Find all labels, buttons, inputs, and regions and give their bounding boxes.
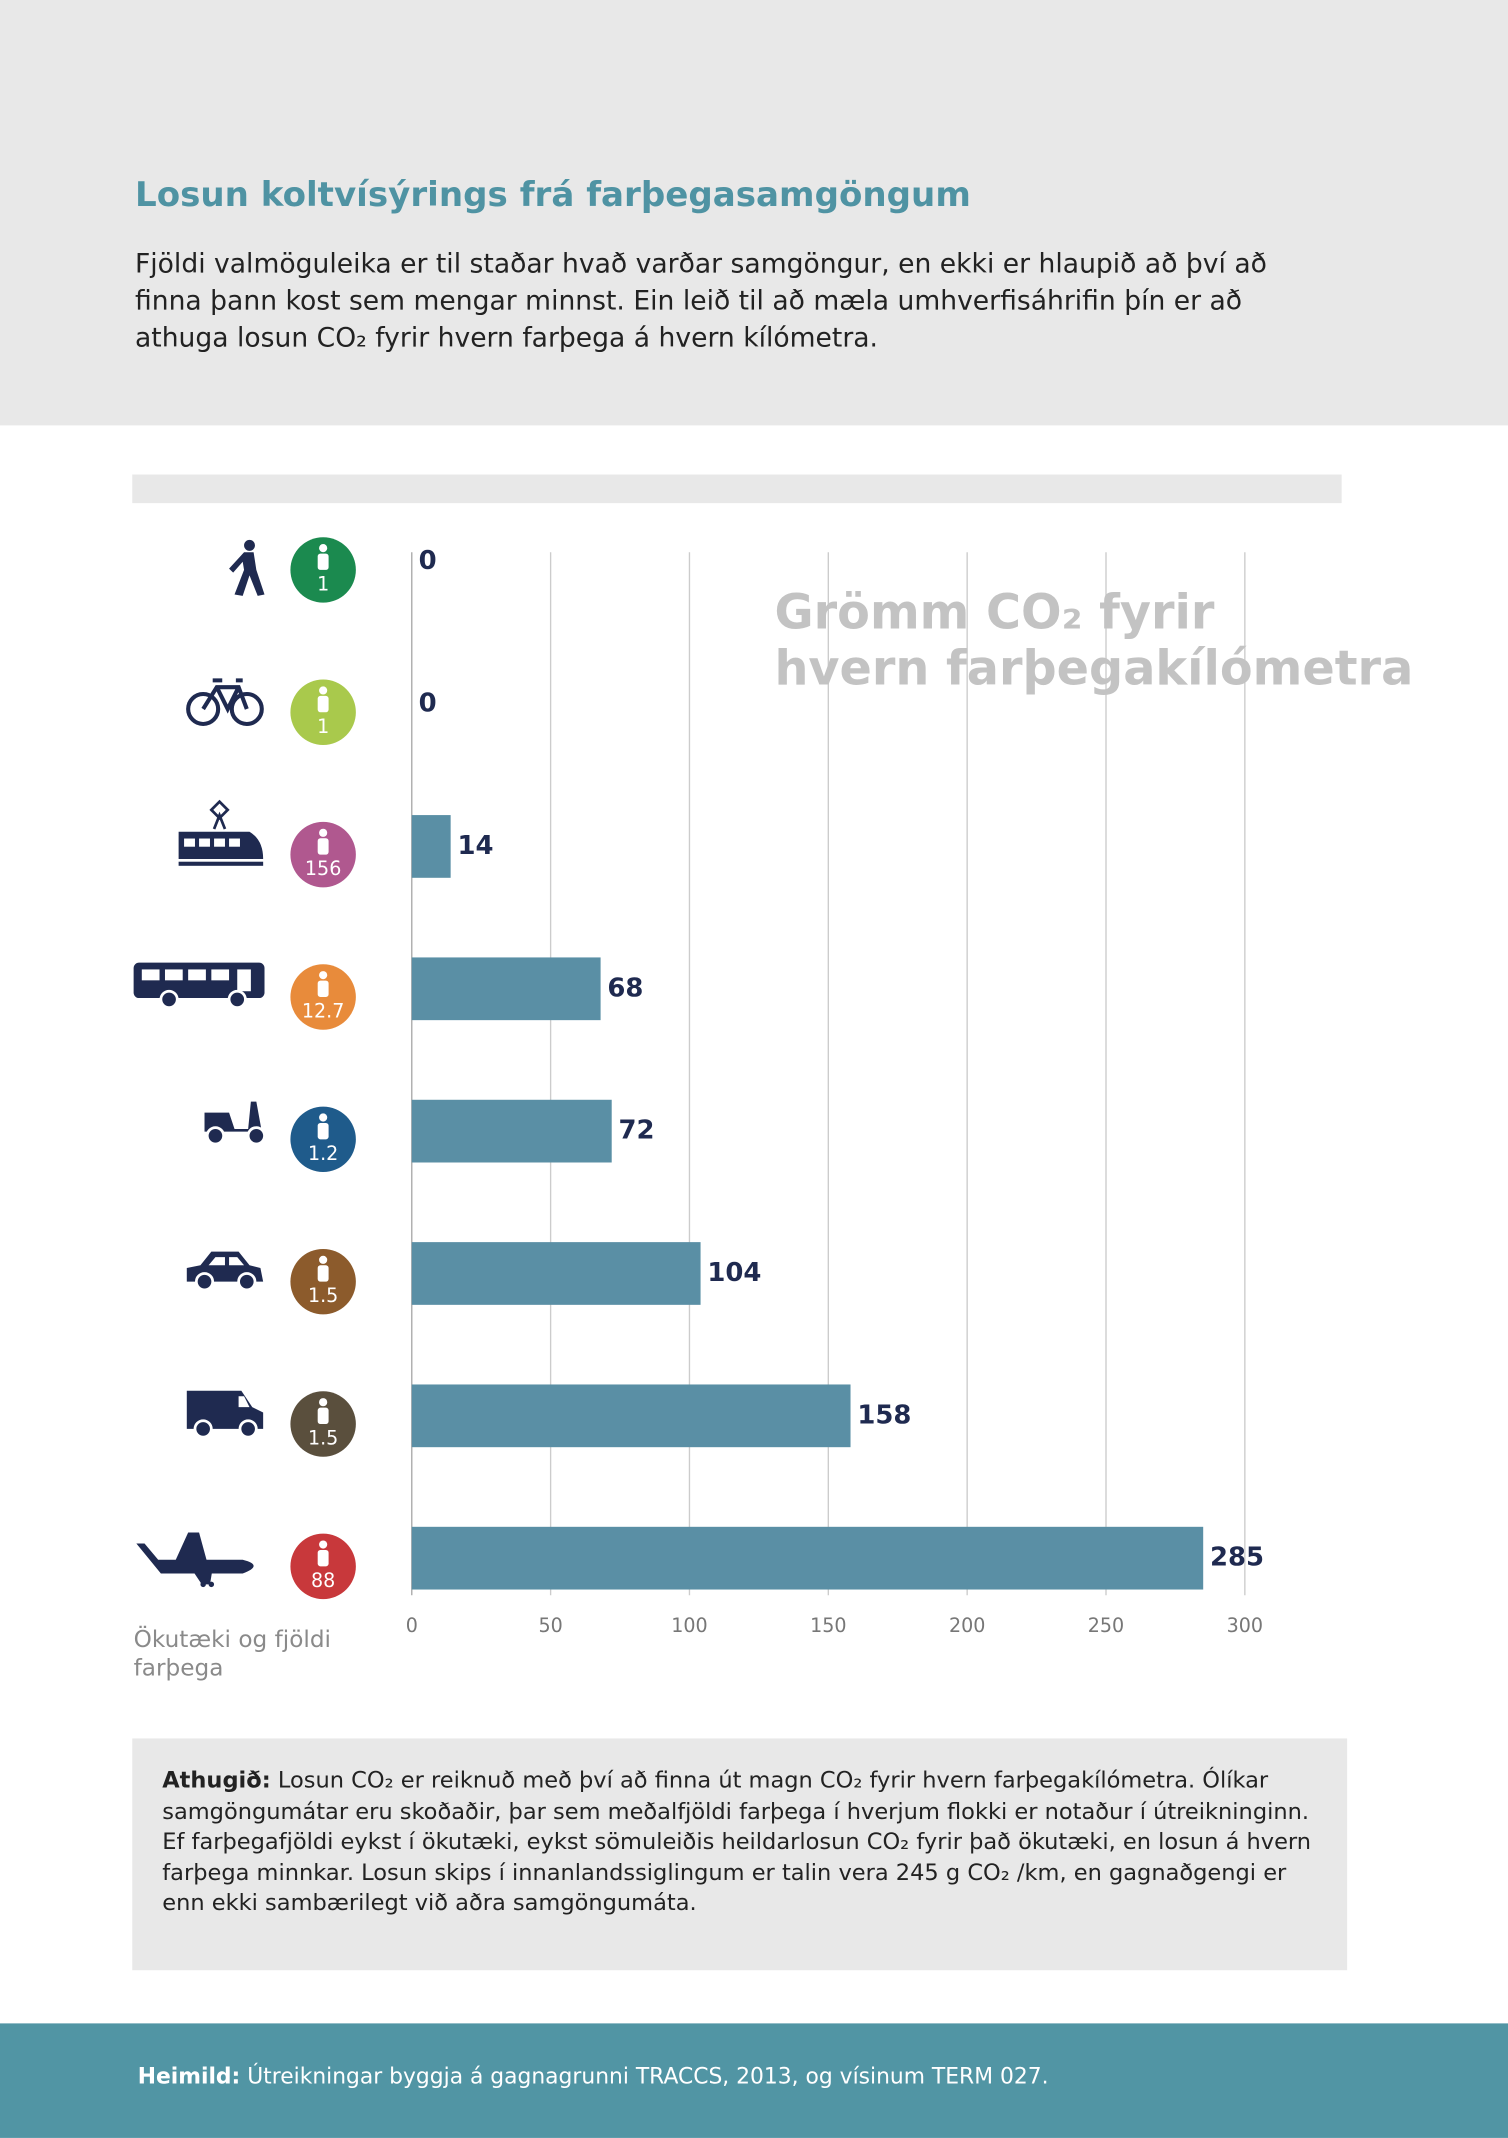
- footer-band: [0, 2023, 1508, 2138]
- annotation: Grömm CO₂ fyrir hvern farþegakílómetra: [774, 586, 1413, 698]
- bike-icon: [186, 678, 264, 727]
- person-icon: [317, 1398, 329, 1425]
- person-body: [317, 695, 329, 713]
- value-label: 104: [707, 1258, 761, 1288]
- person-icon: [317, 686, 329, 713]
- bar: [411, 815, 451, 878]
- person-body: [317, 1122, 329, 1140]
- scooter-icon: [204, 1101, 266, 1146]
- person-head: [319, 686, 328, 695]
- value-label: 68: [607, 973, 643, 1003]
- passenger-count: 12.7: [302, 1000, 344, 1022]
- note-text: Losun CO₂ er reiknuð með því að finna út…: [162, 1767, 1312, 1916]
- person-head: [319, 1113, 328, 1122]
- person-icon: [317, 1113, 329, 1140]
- person-head: [319, 971, 328, 980]
- person-body: [317, 1407, 329, 1425]
- chart-strip: [132, 474, 1342, 504]
- van-icon: [186, 1390, 264, 1439]
- person-head: [319, 544, 328, 553]
- value-label: 158: [857, 1400, 911, 1430]
- axis-label: Ökutæki og fjöldi farþega: [133, 1626, 331, 1683]
- person-body: [317, 1549, 329, 1567]
- passenger-count: 1.5: [308, 1428, 338, 1450]
- value-label: 0: [419, 689, 437, 719]
- value-label: 0: [419, 546, 437, 576]
- value-label: 14: [457, 831, 493, 861]
- value-label: 72: [619, 1116, 655, 1146]
- intro: Fjöldi valmöguleika er til staðar hvað v…: [134, 248, 1267, 354]
- passenger-count: 156: [305, 858, 341, 880]
- passenger-count: 88: [311, 1570, 335, 1592]
- person-head: [319, 1398, 328, 1407]
- person-body: [317, 1265, 329, 1282]
- bar: [411, 957, 601, 1021]
- person-head: [319, 1255, 328, 1264]
- bar: [411, 1242, 701, 1305]
- passenger-count: 1.5: [308, 1285, 338, 1307]
- walk-icon: [229, 539, 265, 596]
- person-head: [319, 828, 328, 837]
- note-label: Athugið:: [162, 1767, 271, 1793]
- passenger-count: 1: [317, 716, 329, 738]
- bar: [411, 1526, 1204, 1590]
- plane-icon: [136, 1532, 254, 1588]
- person-body: [317, 553, 329, 570]
- person-icon: [317, 544, 329, 570]
- x-tick-label: 200: [949, 1615, 985, 1637]
- header-band: [0, 0, 1508, 426]
- bus-icon: [133, 962, 265, 1009]
- person-icon: [317, 1255, 329, 1282]
- source-text: Útreikningar byggja á gagnagrunni TRACCS…: [247, 2062, 1049, 2089]
- car-icon: [186, 1251, 264, 1292]
- person-head: [319, 1540, 328, 1549]
- note: Athugið: Losun CO₂ er reiknuð með því að…: [132, 1738, 1348, 1971]
- x-tick-label: 250: [1088, 1615, 1124, 1637]
- x-tick-label: 50: [538, 1615, 562, 1637]
- x-tick-label: 150: [810, 1615, 846, 1637]
- vehicle-icons: [133, 539, 266, 1588]
- x-tick-label: 0: [406, 1615, 418, 1637]
- source: Heimild: Útreikningar byggja á gagnagrun…: [138, 2063, 1049, 2089]
- person-body: [317, 838, 329, 855]
- passenger-count: 1.2: [308, 1143, 338, 1165]
- person-icon: [317, 828, 329, 855]
- passenger-count: 1: [317, 573, 329, 595]
- person-icon: [317, 1540, 329, 1567]
- bar: [411, 1384, 851, 1448]
- title: Losun koltvísýrings frá farþegasamgöngum: [134, 174, 971, 215]
- source-label: Heimild:: [137, 2062, 241, 2089]
- person-icon: [317, 971, 329, 997]
- bar: [411, 1099, 612, 1163]
- x-tick-label: 100: [671, 1615, 707, 1637]
- person-body: [317, 980, 329, 997]
- x-tick-label: 300: [1227, 1615, 1263, 1637]
- annotation-line: Grömm CO₂ fyrir: [774, 586, 1215, 641]
- annotation-line: hvern farþegakílómetra: [774, 642, 1414, 697]
- tram-icon: [178, 799, 264, 866]
- value-label: 285: [1210, 1543, 1264, 1573]
